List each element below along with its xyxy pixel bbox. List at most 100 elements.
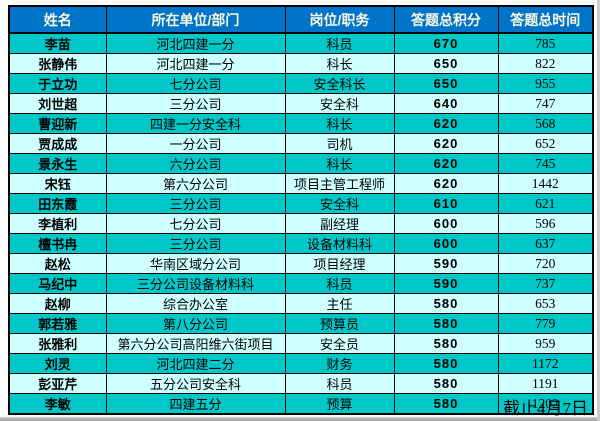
cell-score: 620 — [393, 153, 499, 174]
cell-unit: 第八分公司 — [105, 313, 286, 334]
cell-name: 张雅利 — [8, 333, 107, 354]
cell-score: 580 — [393, 313, 499, 334]
cell-time: 779 — [497, 313, 594, 334]
column-header-2: 岗位/职务 — [284, 5, 395, 34]
column-header-0: 姓名 — [8, 5, 107, 34]
cell-position: 副经理 — [284, 213, 395, 234]
cell-position: 科员 — [284, 32, 395, 54]
cell-time: 745 — [497, 153, 594, 174]
cell-name: 檀书冉 — [8, 233, 107, 254]
cell-position: 主任 — [284, 293, 395, 314]
cell-score: 580 — [393, 333, 499, 354]
cell-unit: 河北四建二分 — [105, 353, 286, 374]
cell-name: 李敏 — [8, 393, 107, 415]
cell-score: 590 — [393, 273, 499, 294]
cell-position: 项目主管工程师 — [284, 173, 395, 194]
cell-score: 650 — [393, 53, 499, 74]
cell-time: 955 — [497, 73, 594, 94]
cell-position: 司机 — [284, 133, 395, 154]
table-row: 赵松 华南区域分公司 项目经理 590 720 — [8, 253, 594, 274]
cell-time: 596 — [497, 213, 594, 234]
cell-name: 马纪中 — [8, 273, 107, 294]
cell-name: 赵松 — [8, 253, 107, 274]
cell-unit: 第六分公司 — [105, 173, 286, 194]
table-row: 檀书冉 三分公司 设备材料科 600 637 — [8, 233, 594, 254]
cell-unit: 河北四建一分 — [105, 53, 286, 74]
cell-score: 620 — [393, 173, 499, 194]
cell-position: 科员 — [284, 273, 395, 294]
column-header-4: 答题总时间 — [497, 5, 594, 34]
cell-name: 贾成成 — [8, 133, 107, 154]
cell-position: 安全科 — [284, 193, 395, 214]
table-row: 宋钰 第六分公司 项目主管工程师 620 1442 — [8, 173, 594, 194]
table-row: 刘灵 河北四建二分 财务 580 1172 — [8, 353, 594, 374]
table-row: 田东霞 三分公司 安全科 610 621 — [8, 193, 594, 214]
cell-score: 580 — [393, 393, 499, 415]
cell-unit: 第六分公司高阳维六街项目 — [105, 333, 286, 354]
cell-time: 1202 — [497, 393, 594, 415]
header-row: 姓名 所在单位/部门 岗位/职务 答题总积分 答题总时间 — [8, 5, 594, 34]
cell-score: 580 — [393, 293, 499, 314]
table-row: 贾成成 一分公司 司机 620 652 — [8, 133, 594, 154]
table-header: 姓名 所在单位/部门 岗位/职务 答题总积分 答题总时间 — [8, 5, 594, 34]
cell-position: 项目经理 — [284, 253, 395, 274]
cell-time: 1172 — [497, 353, 594, 374]
table-row: 李苗 河北四建一分 科员 670 785 — [8, 32, 594, 54]
cell-position: 预算员 — [284, 313, 395, 334]
cell-unit: 一分公司 — [105, 133, 286, 154]
cell-time: 1442 — [497, 173, 594, 194]
cell-unit: 综合办公室 — [105, 293, 286, 314]
cell-unit: 六分公司 — [105, 153, 286, 174]
cell-name: 田东霞 — [8, 193, 107, 214]
cell-score: 670 — [393, 32, 499, 54]
cell-score: 590 — [393, 253, 499, 274]
score-ranking-table: 姓名 所在单位/部门 岗位/职务 答题总积分 答题总时间 李苗 河北四建一分 科员 670 78… — [8, 5, 594, 415]
cell-unit: 四建五分 — [105, 393, 286, 415]
cell-name: 郭若雅 — [8, 313, 107, 334]
cell-position: 安全科长 — [284, 73, 395, 94]
cell-unit: 华南区域分公司 — [105, 253, 286, 274]
cell-score: 580 — [393, 373, 499, 394]
cell-score: 620 — [393, 133, 499, 154]
cell-unit: 五分公司安全科 — [105, 373, 286, 394]
cell-time: 621 — [497, 193, 594, 214]
cell-score: 640 — [393, 93, 499, 114]
cell-name: 刘灵 — [8, 353, 107, 374]
column-header-1: 所在单位/部门 — [105, 5, 286, 34]
table-row: 李敏 四建五分 预算 580 1202 — [8, 393, 594, 415]
cell-position: 科长 — [284, 53, 395, 74]
cell-score: 610 — [393, 193, 499, 214]
cell-time: 822 — [497, 53, 594, 74]
table-row: 曹迎新 四建一分安全科 科长 620 568 — [8, 113, 594, 134]
column-header-3: 答题总积分 — [393, 5, 499, 34]
table-row: 彭亚芹 五分公司安全科 科员 580 1191 — [8, 373, 594, 394]
cell-time: 737 — [497, 273, 594, 294]
table-row: 景永生 六分公司 科长 620 745 — [8, 153, 594, 174]
cell-score: 650 — [393, 73, 499, 94]
table-row: 赵柳 综合办公室 主任 580 653 — [8, 293, 594, 314]
cell-unit: 七分公司 — [105, 213, 286, 234]
cell-position: 安全科 — [284, 93, 395, 114]
table-row: 张静伟 河北四建一分 科长 650 822 — [8, 53, 594, 74]
cell-unit: 三分公司 — [105, 193, 286, 214]
cell-position: 财务 — [284, 353, 395, 374]
cell-name: 李苗 — [8, 32, 107, 54]
cell-name: 宋钰 — [8, 173, 107, 194]
table-row: 马纪中 三分公司设备材料科 科员 590 737 — [8, 273, 594, 294]
cell-name: 李植利 — [8, 213, 107, 234]
cell-time: 1191 — [497, 373, 594, 394]
table-row: 李植利 七分公司 副经理 600 596 — [8, 213, 594, 234]
cell-score: 600 — [393, 213, 499, 234]
cell-time: 720 — [497, 253, 594, 274]
cell-score: 620 — [393, 113, 499, 134]
cell-unit: 七分公司 — [105, 73, 286, 94]
cell-position: 设备材料科 — [284, 233, 395, 254]
cell-position: 科长 — [284, 113, 395, 134]
cell-name: 于立功 — [8, 73, 107, 94]
cell-name: 赵柳 — [8, 293, 107, 314]
cell-score: 580 — [393, 353, 499, 374]
cell-time: 568 — [497, 113, 594, 134]
cell-unit: 三分公司 — [105, 93, 286, 114]
cell-time: 653 — [497, 293, 594, 314]
cell-unit: 三分公司设备材料科 — [105, 273, 286, 294]
